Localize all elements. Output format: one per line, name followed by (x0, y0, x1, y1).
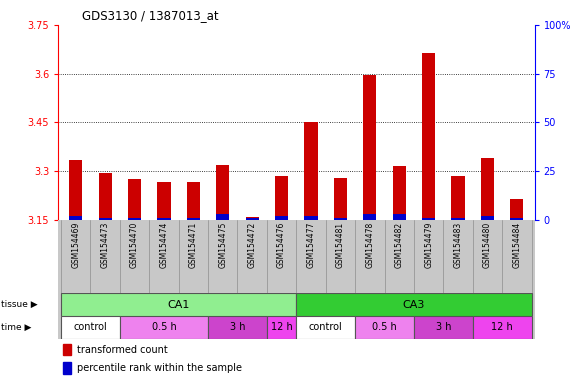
Text: GSM154474: GSM154474 (159, 222, 168, 268)
Text: 12 h: 12 h (492, 323, 513, 333)
Text: GSM154483: GSM154483 (454, 222, 462, 268)
Text: 0.5 h: 0.5 h (372, 323, 397, 333)
Bar (363, 75, 376, 220)
Bar (63, 344, 71, 356)
Bar (510, 218, 523, 220)
Bar (128, 218, 141, 220)
Text: GSM154482: GSM154482 (394, 222, 404, 268)
Text: control: control (74, 323, 107, 333)
Bar (481, 158, 494, 220)
Bar (363, 214, 376, 220)
Bar (334, 218, 347, 220)
Bar (157, 182, 171, 220)
Bar (355, 316, 414, 339)
Text: GSM154472: GSM154472 (248, 222, 257, 268)
Text: tissue ▶: tissue ▶ (1, 300, 37, 309)
Bar (296, 293, 532, 316)
Text: GSM154484: GSM154484 (512, 222, 521, 268)
Text: GSM154475: GSM154475 (218, 222, 227, 268)
Bar (334, 177, 347, 220)
Bar (187, 218, 200, 220)
Text: percentile rank within the sample: percentile rank within the sample (77, 363, 242, 373)
Text: GSM154470: GSM154470 (130, 222, 139, 268)
Bar (157, 218, 171, 220)
Bar (304, 122, 318, 220)
Bar (128, 179, 141, 220)
Text: time ▶: time ▶ (1, 323, 31, 332)
Text: control: control (309, 323, 343, 333)
Bar (216, 165, 229, 220)
Bar (275, 176, 288, 220)
Text: GSM154476: GSM154476 (277, 222, 286, 268)
Text: 3 h: 3 h (229, 323, 245, 333)
Bar (510, 199, 523, 220)
Bar (63, 362, 71, 374)
Bar (216, 214, 229, 220)
Text: GSM154479: GSM154479 (424, 222, 433, 268)
Bar (187, 182, 200, 220)
Bar (422, 218, 435, 220)
Text: GSM154477: GSM154477 (307, 222, 315, 268)
Bar (451, 218, 465, 220)
Text: GSM154481: GSM154481 (336, 222, 345, 268)
Bar (393, 214, 406, 220)
Bar (99, 173, 112, 220)
Text: 3 h: 3 h (436, 323, 451, 333)
Bar (61, 316, 120, 339)
Bar (120, 316, 208, 339)
Text: GSM154469: GSM154469 (71, 222, 80, 268)
Bar (69, 216, 83, 220)
Bar (304, 216, 318, 220)
Bar (69, 160, 83, 220)
Bar (451, 176, 465, 220)
Bar (296, 316, 355, 339)
Text: CA1: CA1 (167, 300, 190, 310)
Text: GSM154471: GSM154471 (189, 222, 198, 268)
Bar (275, 216, 288, 220)
Text: GDS3130 / 1387013_at: GDS3130 / 1387013_at (82, 9, 218, 22)
Bar (267, 316, 296, 339)
Text: GSM154478: GSM154478 (365, 222, 374, 268)
Bar (246, 218, 259, 220)
Bar (61, 293, 296, 316)
Bar (393, 166, 406, 220)
Bar (99, 218, 112, 220)
Bar (481, 216, 494, 220)
Bar (208, 316, 267, 339)
Bar (246, 217, 259, 220)
Bar (473, 316, 532, 339)
Text: transformed count: transformed count (77, 344, 168, 355)
Text: GSM154473: GSM154473 (101, 222, 110, 268)
Bar (422, 53, 435, 220)
Text: 0.5 h: 0.5 h (152, 323, 177, 333)
Text: 12 h: 12 h (271, 323, 292, 333)
Text: CA3: CA3 (403, 300, 425, 310)
Bar (414, 316, 473, 339)
Text: GSM154480: GSM154480 (483, 222, 492, 268)
